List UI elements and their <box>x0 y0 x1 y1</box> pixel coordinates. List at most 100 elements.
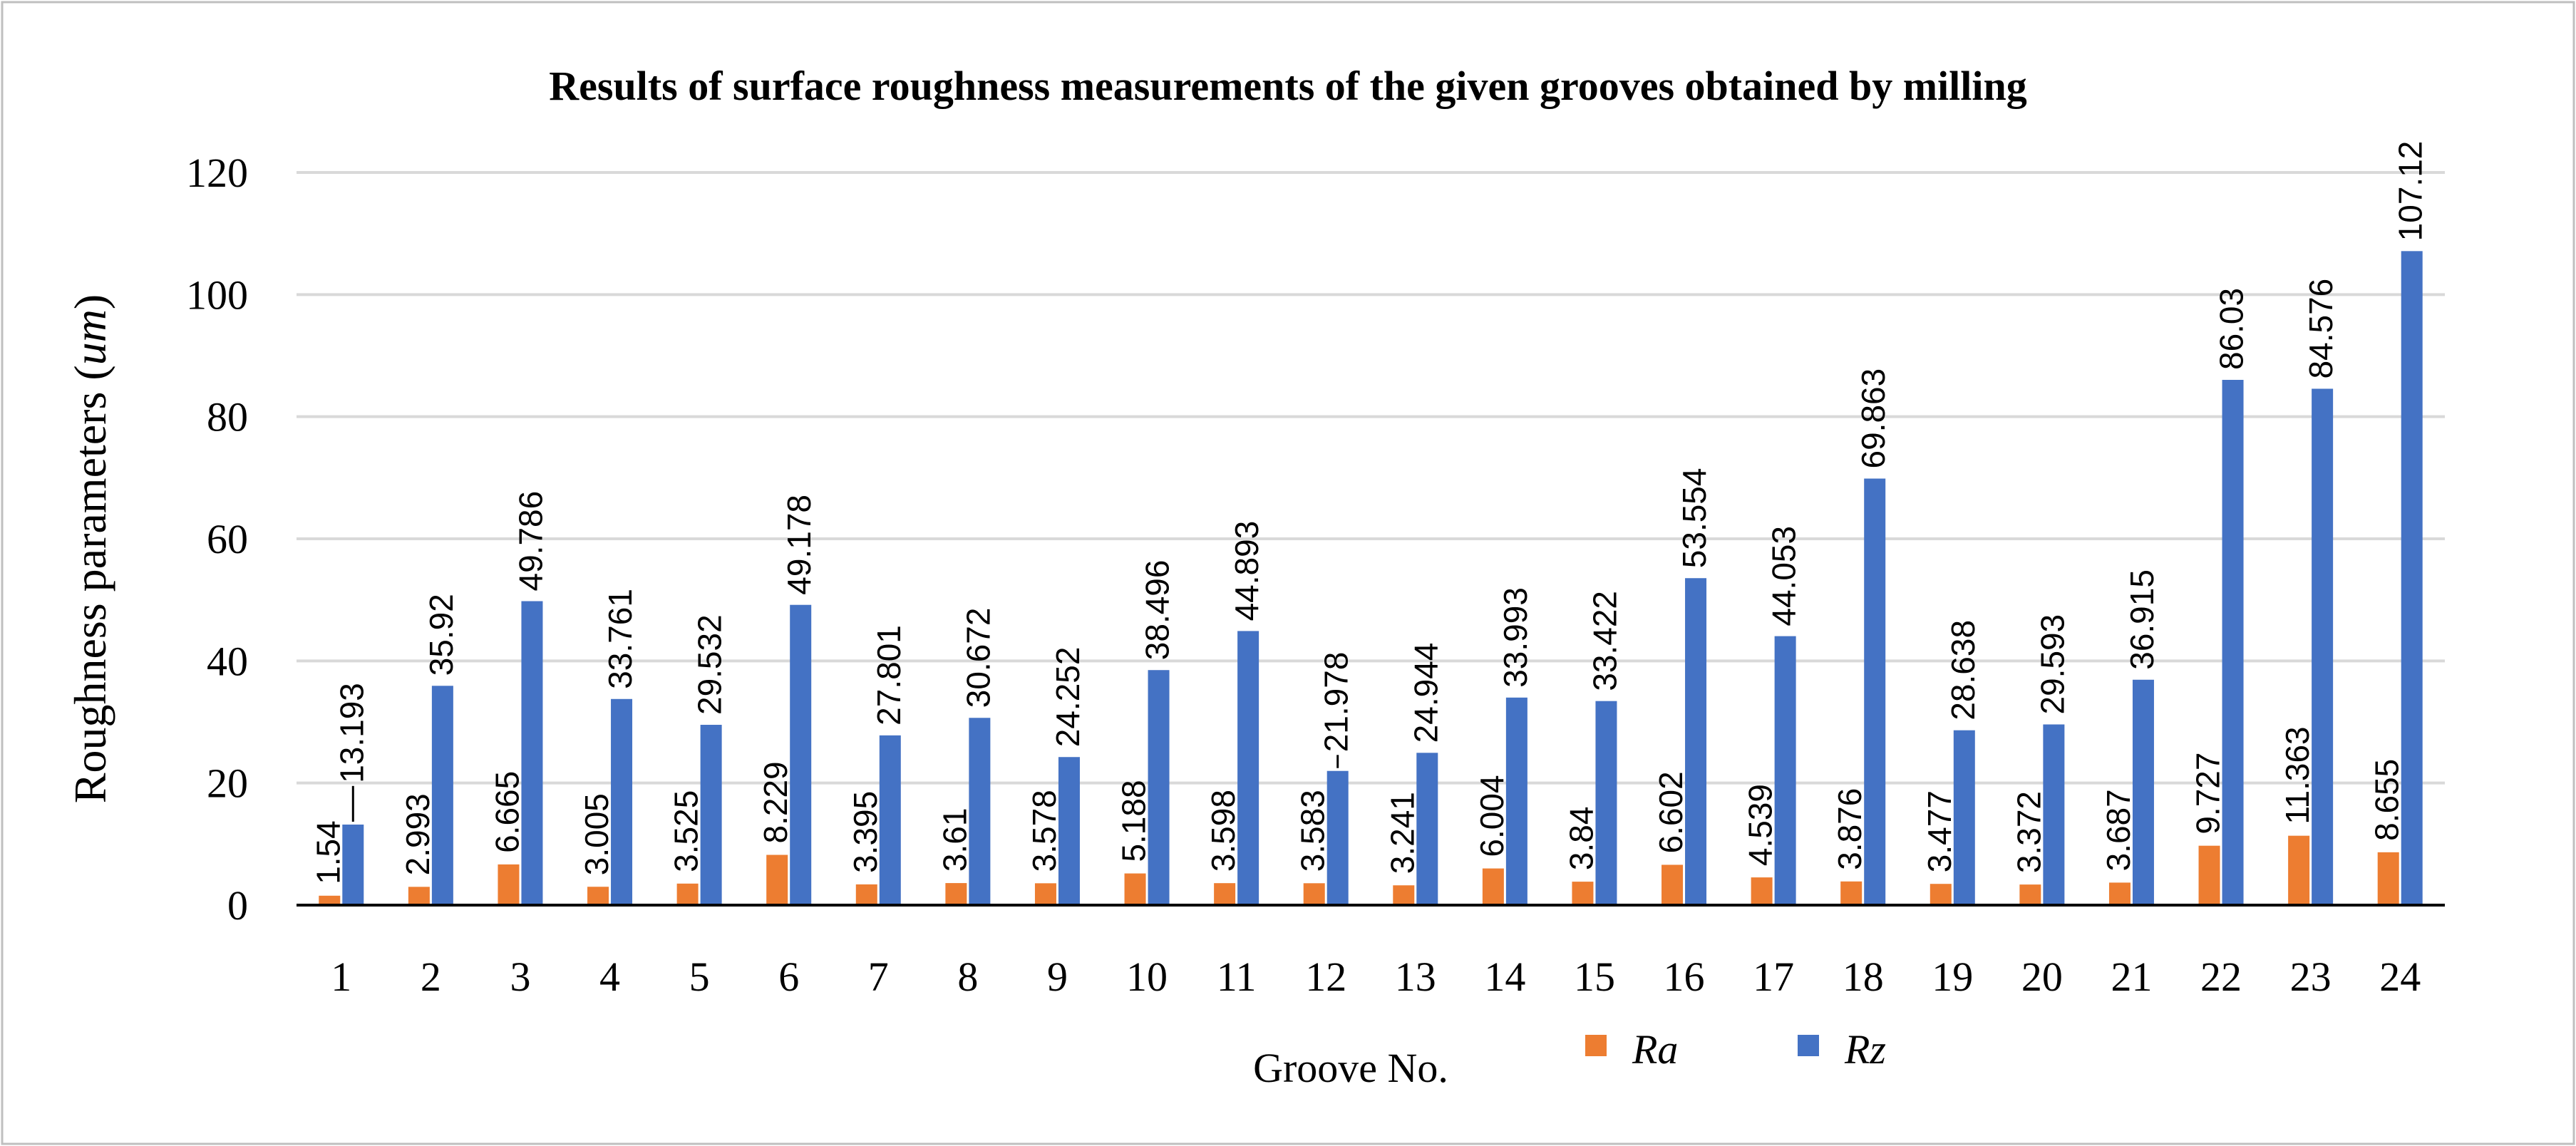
data-label-ra: 3.372 <box>2010 791 2047 873</box>
bar-ra <box>2019 884 2041 905</box>
bar-rz <box>2401 251 2423 906</box>
x-tick-label: 22 <box>2200 954 2242 1000</box>
y-tick-label: 0 <box>227 882 248 929</box>
bar-ra <box>1124 873 1146 905</box>
bar-ra <box>1661 864 1684 905</box>
bar-ra <box>319 895 341 905</box>
y-tick-label: 40 <box>207 638 248 684</box>
bar-ra <box>2377 852 2399 905</box>
data-label-rz: 33.422 <box>1586 591 1623 691</box>
x-tick-label: 21 <box>2111 954 2152 1000</box>
data-label-ra: 3.525 <box>668 790 705 872</box>
data-label-rz: 29.532 <box>691 614 728 715</box>
bar-ra <box>1482 868 1504 905</box>
bar-rz <box>1148 670 1170 905</box>
data-label-rz: 21.978 <box>1318 652 1355 753</box>
bar-ra <box>408 887 430 905</box>
data-label-ra: 3.876 <box>1831 788 1868 870</box>
x-tick-label: 20 <box>2021 954 2063 1000</box>
data-label-rz: 44.053 <box>1766 526 1803 626</box>
x-tick-label: 10 <box>1126 954 1168 1000</box>
x-tick-label: 14 <box>1484 954 1525 1000</box>
x-tick-label: 9 <box>1047 954 1068 1000</box>
data-label-ra: 3.84 <box>1562 807 1599 871</box>
bar-rz <box>2132 679 2154 905</box>
data-label-ra: 5.188 <box>1116 780 1153 862</box>
x-tick-label: 23 <box>2290 954 2332 1000</box>
bar-rz <box>790 604 812 905</box>
x-tick-label: 7 <box>868 954 889 1000</box>
data-label-ra: 3.598 <box>1205 790 1242 872</box>
data-label-ra: 3.395 <box>847 791 884 873</box>
bar-rz <box>1864 478 1886 905</box>
legend-label-rz: Rz <box>1844 1026 1886 1073</box>
bar-rz <box>1416 753 1438 905</box>
data-label-ra: 3.477 <box>1921 790 1958 872</box>
data-label-ra: 11.363 <box>2279 726 2316 824</box>
x-tick-label: 18 <box>1843 954 1884 1000</box>
bar-ra <box>766 855 788 905</box>
bar-ra <box>676 883 699 905</box>
x-tick-label: 17 <box>1753 954 1794 1000</box>
bar-ra <box>2108 882 2131 905</box>
bar-rz <box>879 735 901 905</box>
bar-rz <box>1774 636 1796 905</box>
bar-rz <box>1685 578 1707 905</box>
x-tick-labels: 1 2 3 4 5 6 7 8 9 10 11 12 13 14 15 16 17 18 19 20 21 22 23 24 <box>331 954 2421 1000</box>
bar-ra <box>1572 882 1594 905</box>
chart-title: Results of surface roughness measurement… <box>549 63 2027 109</box>
gridlines <box>297 171 2445 785</box>
y-tick-label: 20 <box>207 760 248 807</box>
data-label-rz: 49.786 <box>512 491 549 592</box>
data-label-rz: 24.944 <box>1407 643 1444 743</box>
data-label-ra: 6.665 <box>488 771 525 853</box>
x-tick-label: 15 <box>1574 954 1615 1000</box>
bar-rz <box>2312 388 2334 905</box>
legend-label-ra: Ra <box>1632 1026 1678 1073</box>
bar-rz <box>611 698 633 905</box>
x-tick-label: 16 <box>1664 954 1705 1000</box>
x-tick-label: 12 <box>1305 954 1346 1000</box>
y-axis-label: Roughness parameters (um) <box>65 294 115 803</box>
data-label-rz: 33.761 <box>602 589 639 689</box>
data-label-rz: 33.993 <box>1497 587 1534 688</box>
data-label-rz: 36.915 <box>2123 569 2160 670</box>
bar-rz <box>1505 697 1527 905</box>
data-label-rz: 49.178 <box>780 495 818 595</box>
x-axis-label: Groove No. <box>1253 1045 1448 1091</box>
x-tick-label: 6 <box>778 954 799 1000</box>
bar-ra <box>1840 881 1863 905</box>
bar-rz <box>342 824 364 905</box>
bar-rz <box>1326 770 1349 905</box>
data-label-rz: 30.672 <box>959 608 996 708</box>
data-label-rz: 84.576 <box>2302 279 2339 379</box>
label-leader-lines <box>351 755 1339 822</box>
x-tick-label: 3 <box>510 954 530 1000</box>
y-tick-label: 120 <box>186 150 248 196</box>
data-label-ra: 8.229 <box>757 761 794 843</box>
x-tick-label: 1 <box>331 954 351 1000</box>
data-label-ra: 3.583 <box>1294 790 1331 872</box>
x-tick-label: 5 <box>689 954 710 1000</box>
bar-ra <box>945 883 967 905</box>
bar-rz <box>521 601 543 905</box>
data-label-rz: 24.252 <box>1049 647 1086 748</box>
data-label-rz: 35.92 <box>423 594 460 676</box>
bar-ra <box>1930 884 1952 905</box>
data-label-rz: 69.863 <box>1855 368 1892 469</box>
data-label-ra: 6.004 <box>1473 775 1510 857</box>
bar-ra <box>587 887 609 905</box>
x-tick-label: 24 <box>2379 954 2421 1000</box>
data-label-rz: 53.554 <box>1676 468 1713 569</box>
y-tick-label: 80 <box>207 394 248 440</box>
legend-swatch-rz <box>1798 1035 1819 1056</box>
data-label-ra: 3.687 <box>2100 789 2137 871</box>
data-label-ra: 6.602 <box>1652 771 1689 853</box>
data-label-rz: 107.12 <box>2392 141 2429 242</box>
data-labels: 1.54 13.193 2.993 35.92 6.665 49.786 3.005 33.7… <box>309 141 2428 884</box>
data-label-rz: 38.496 <box>1139 560 1176 661</box>
bar-ra <box>1034 883 1056 905</box>
